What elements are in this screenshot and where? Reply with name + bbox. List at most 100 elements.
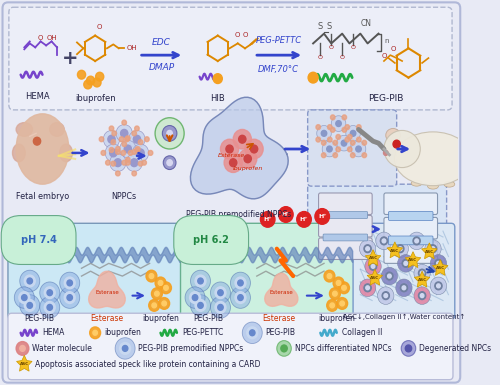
Text: Esterase: Esterase [90,314,124,323]
Circle shape [378,287,394,305]
Text: ASC: ASC [390,249,400,253]
Polygon shape [367,269,382,285]
Circle shape [124,145,132,153]
Circle shape [238,280,243,286]
Ellipse shape [386,129,400,142]
FancyBboxPatch shape [308,184,446,270]
Circle shape [386,272,393,280]
Circle shape [336,135,351,151]
Circle shape [336,147,340,152]
Circle shape [24,300,35,311]
Polygon shape [366,250,381,266]
FancyBboxPatch shape [308,110,396,186]
Circle shape [381,267,398,285]
Circle shape [356,137,361,142]
Circle shape [78,70,86,79]
Circle shape [322,141,326,145]
Circle shape [384,294,388,298]
Circle shape [233,129,252,149]
Circle shape [111,161,116,166]
Text: O: O [242,32,248,38]
Circle shape [425,240,441,258]
Circle shape [226,145,233,153]
Circle shape [120,343,130,354]
Text: PEG-PETTC: PEG-PETTC [256,36,302,45]
Circle shape [382,239,386,243]
Circle shape [396,279,412,296]
Circle shape [132,131,136,136]
Circle shape [396,245,404,253]
Circle shape [185,287,205,308]
Circle shape [356,125,361,130]
Circle shape [230,287,250,308]
Text: PEG-PIB: PEG-PIB [368,94,404,103]
Circle shape [384,151,388,156]
Circle shape [158,281,163,285]
Text: DMF,70°C: DMF,70°C [258,65,299,74]
Polygon shape [190,97,288,199]
Circle shape [324,270,335,282]
Text: H⁺: H⁺ [264,217,272,222]
Text: O: O [318,55,323,60]
Circle shape [398,247,402,251]
Text: H⁺: H⁺ [282,212,290,217]
Text: CN: CN [360,19,372,28]
Circle shape [164,285,168,290]
Circle shape [340,301,344,306]
Circle shape [47,290,52,296]
Circle shape [155,277,166,289]
Circle shape [104,131,120,148]
Circle shape [116,171,120,176]
Text: Esterase: Esterase [270,290,293,295]
Text: ibuprofen: ibuprofen [142,314,179,323]
Ellipse shape [428,183,438,189]
FancyBboxPatch shape [323,234,368,241]
Circle shape [122,345,128,352]
Ellipse shape [12,144,25,162]
Circle shape [322,131,326,136]
Circle shape [342,140,346,146]
Circle shape [401,341,415,356]
Text: PEG-PIB premodified NPPCs: PEG-PIB premodified NPPCs [186,209,292,219]
Text: ASC↓,Collagen II↑,Water content↑: ASC↓,Collagen II↑,Water content↑ [343,314,465,320]
Circle shape [281,345,287,352]
Circle shape [238,135,246,143]
Circle shape [132,171,136,176]
Circle shape [134,135,140,143]
Circle shape [218,305,223,310]
Circle shape [365,258,381,275]
Ellipse shape [394,132,471,186]
Circle shape [22,295,27,301]
Circle shape [14,287,34,308]
FancyBboxPatch shape [384,218,438,239]
Text: OH: OH [127,45,138,51]
Circle shape [328,137,332,142]
Circle shape [435,259,442,267]
Circle shape [380,237,388,245]
Text: O: O [340,55,344,60]
Text: NPPCs: NPPCs [112,192,137,201]
Circle shape [418,269,426,277]
Circle shape [366,247,370,251]
Circle shape [116,149,120,154]
Circle shape [316,125,320,130]
Circle shape [350,131,356,136]
FancyBboxPatch shape [388,212,433,220]
Circle shape [136,147,140,151]
Circle shape [126,136,130,141]
FancyBboxPatch shape [353,223,455,319]
Circle shape [86,76,94,85]
Circle shape [342,285,346,290]
Circle shape [327,274,332,278]
Circle shape [360,279,376,296]
Text: NPCs differentiated NPCs: NPCs differentiated NPCs [295,344,392,353]
Text: EDC: EDC [152,38,171,47]
Circle shape [190,270,210,292]
Circle shape [115,338,135,359]
Circle shape [116,147,120,151]
Circle shape [134,126,139,131]
Circle shape [336,281,341,285]
FancyBboxPatch shape [384,242,438,263]
Circle shape [220,139,238,159]
Text: HIB: HIB [210,94,225,103]
